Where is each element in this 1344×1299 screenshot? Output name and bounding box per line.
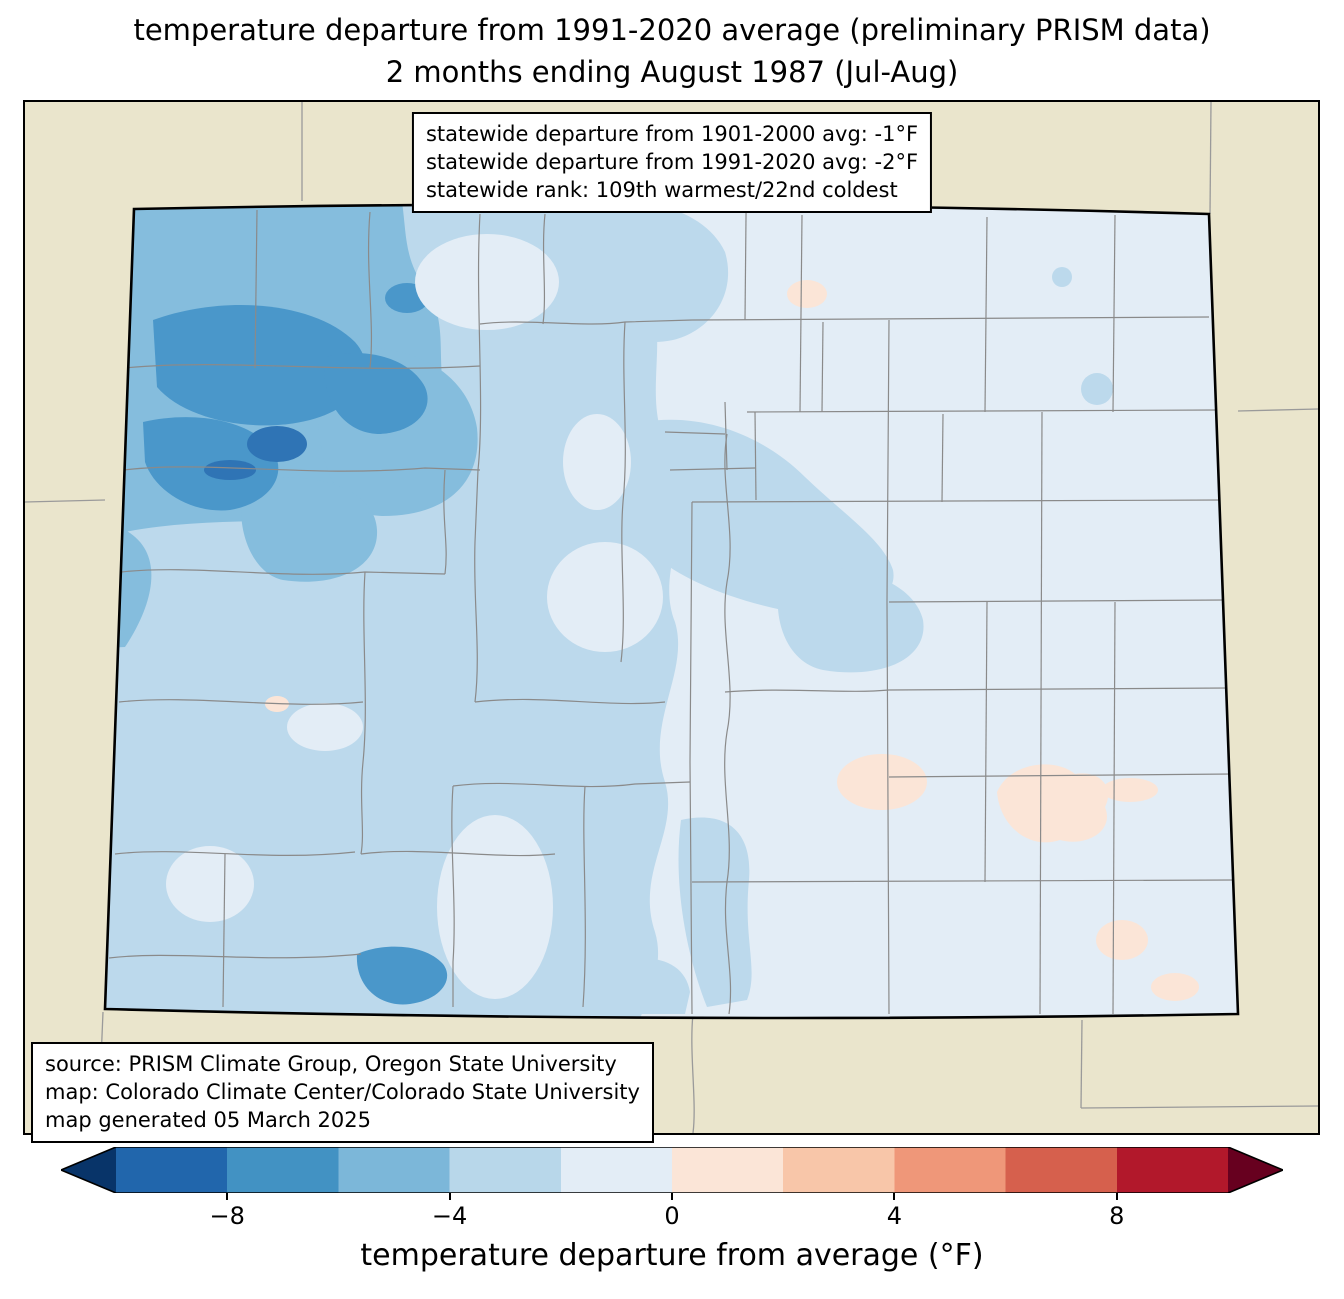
colorado-map	[25, 102, 1318, 1133]
anomaly-layer-pale-holes	[166, 234, 663, 999]
colorbar-segment	[338, 1147, 450, 1193]
colorbar-tickmark	[893, 1193, 896, 1200]
colorbar-segment	[672, 1147, 784, 1193]
colorbar-segment	[227, 1147, 339, 1193]
colorbar-svg	[61, 1147, 1283, 1193]
colorbar-segment	[783, 1147, 895, 1193]
anomaly-layer-neg10-8	[204, 426, 307, 480]
anomaly-region	[241, 477, 378, 582]
colorbar-tickmark	[1115, 1193, 1118, 1200]
anomaly-region	[1151, 973, 1199, 1001]
colorbar-tick-label: 4	[886, 1202, 903, 1230]
anomaly-region	[1102, 778, 1158, 802]
colorbar-tick-label: 0	[664, 1202, 680, 1230]
colorbar-tickmark	[226, 1193, 229, 1200]
anomaly-region	[787, 280, 827, 308]
anomaly-region	[247, 426, 307, 462]
anomaly-region	[1052, 267, 1072, 287]
county-lines	[108, 204, 1236, 1015]
colorbar-segment	[116, 1147, 228, 1193]
colorbar	[61, 1147, 1283, 1193]
anomaly-region	[1081, 373, 1113, 405]
anomaly-region	[1096, 920, 1148, 960]
anomaly-layer-pos0-2	[265, 280, 1199, 1001]
anomaly-region	[287, 703, 363, 751]
anomaly-region	[324, 352, 428, 434]
colorbar-segment	[894, 1147, 1006, 1193]
anomaly-region	[547, 542, 663, 652]
anomaly-region	[678, 817, 752, 1007]
colorbar-tickmark	[671, 1193, 673, 1200]
generated-date-line: map generated 05 March 2025	[45, 1108, 372, 1133]
source-box: source: PRISM Climate Group, Oregon Stat…	[31, 1042, 654, 1144]
stats-line-rank: statewide rank: 109th warmest/22nd colde…	[425, 178, 898, 203]
colorbar-tick-label: 8	[1109, 1202, 1125, 1230]
source-line: source: PRISM Climate Group, Oregon Stat…	[45, 1052, 617, 1076]
colorbar-tickmark	[448, 1193, 451, 1200]
chart-title: temperature departure from 1991-2020 ave…	[133, 13, 1211, 47]
anomaly-region	[166, 846, 254, 922]
colorbar-segment	[560, 1147, 672, 1193]
anomaly-region	[204, 460, 256, 480]
stats-line-1901-2000: statewide departure from 1901-2000 avg: …	[425, 122, 919, 146]
colorbar-right-arrow	[1228, 1147, 1283, 1193]
map-credit-line: map: Colorado Climate Center/Colorado St…	[45, 1080, 640, 1105]
colorbar-ticks: −8 −4 0 4 8	[116, 1193, 1228, 1235]
anomaly-region	[356, 946, 448, 1005]
chart-subtitle: 2 months ending August 1987 (Jul-Aug)	[385, 55, 959, 89]
stats-box: statewide departure from 1901-2000 avg: …	[411, 112, 933, 214]
colorbar-segment	[449, 1147, 561, 1193]
anomaly-region	[997, 764, 1109, 843]
colorbar-tick-label: −8	[209, 1202, 245, 1230]
anomaly-region	[563, 414, 631, 510]
anomaly-region	[615, 958, 690, 1014]
colorbar-tick-label: −4	[431, 1202, 468, 1230]
anomaly-region	[437, 815, 553, 999]
anomaly-region	[837, 754, 927, 810]
anomaly-region	[581, 204, 729, 342]
anomaly-region	[415, 234, 559, 330]
colorbar-left-arrow	[61, 1147, 116, 1193]
colorbar-axis-label: temperature departure from average (°F)	[360, 1238, 984, 1273]
colorbar-segment	[1005, 1147, 1117, 1193]
colorbar-segment	[1116, 1147, 1228, 1193]
map-panel	[23, 100, 1320, 1135]
stats-line-1991-2020: statewide departure from 1991-2020 avg: …	[425, 150, 919, 175]
